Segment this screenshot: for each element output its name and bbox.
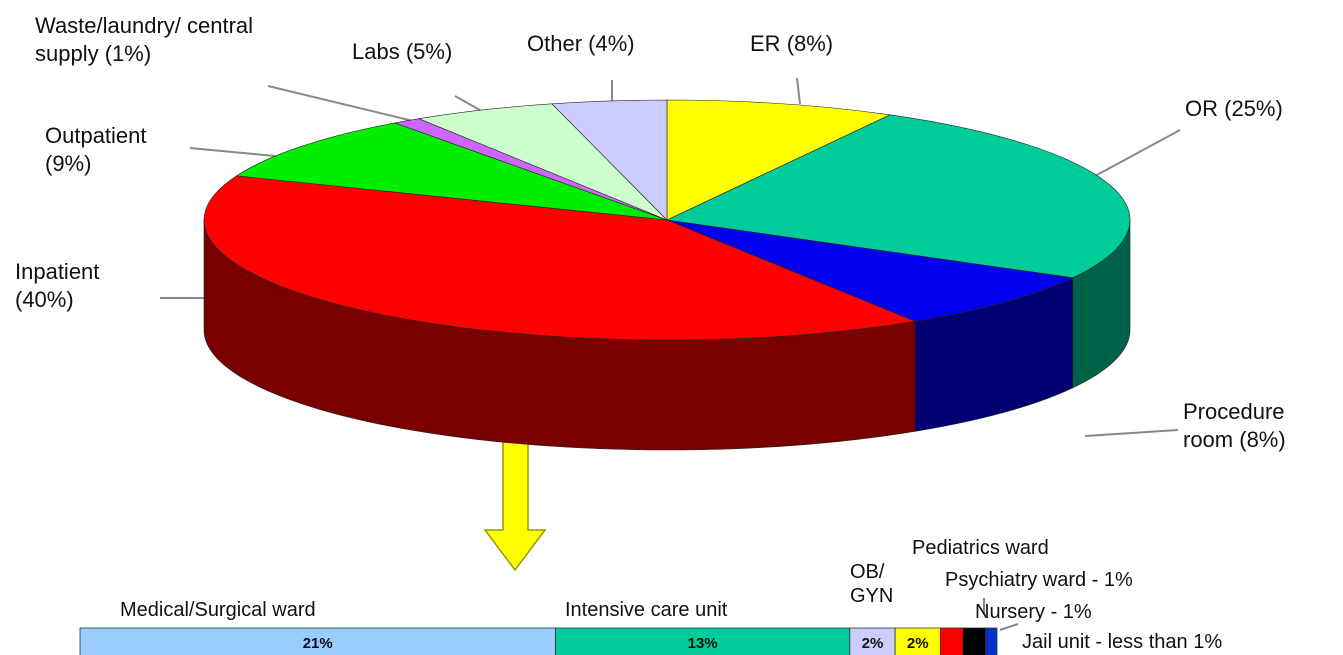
slice-value: (4%) [588,31,635,56]
bar-segment [985,627,998,655]
leader-line [999,623,1019,631]
segment-label: 2% [907,635,929,652]
segment-name: Intensive care unit [565,598,727,622]
pie-slice [203,175,917,341]
leader-lines [160,77,1181,631]
arrow [483,424,547,572]
slice-label: ER (8%) [750,30,833,58]
slice-label: Waste/laundry/ central supply (1%) [35,12,260,68]
slice-name: Waste/laundry/ central supply [35,13,254,66]
slice-label: Outpatient (9%) [45,122,147,178]
slice-name: Procedure room [1183,399,1285,452]
slice-value: (1%) [104,41,152,66]
slice-name: Labs [352,39,400,64]
segment-name: Pediatrics ward [912,536,1049,560]
slice-name: ER [750,31,781,56]
slice-label: Procedure room (8%) [1183,398,1333,454]
slice-value: (40%) [15,287,74,312]
pie-slice [666,99,892,221]
pie-slice [665,114,1131,279]
segment-category: Nursery - 1% [975,601,1092,623]
slice-value: (9%) [45,151,92,176]
bar-segment [962,627,987,655]
slice-label: Labs (5%) [352,38,452,66]
pie-slice [235,122,668,221]
segment-category: Medical/Surgical ward [120,599,316,621]
segment-category: Jail unit - less than 1% [1022,631,1223,653]
bar-segment [555,627,851,655]
segment-label: 2% [862,635,884,652]
pie [203,99,1131,451]
leader-line [454,95,481,111]
slice-label: OR (25%) [1185,95,1283,123]
bar-segment [894,627,941,655]
leader-line [1094,129,1181,177]
leader-line [267,85,414,122]
segment-name: Nursery - 1% [975,600,1092,624]
slice-label: Inpatient (40%) [15,258,99,314]
leader-line [1084,429,1179,437]
slice-value: (8%) [786,31,834,56]
segment-name: Medical/Surgical ward [120,598,316,622]
slice-label: Other (4%) [527,30,635,58]
segment-category: Intensive care unit [565,599,728,621]
slice-name: Outpatient [45,123,147,148]
slice-value: (5%) [405,39,453,64]
pie-slice [551,99,668,221]
segment-label: 13% [688,635,718,652]
segment-category: OB/ GYN [850,561,894,607]
leader-line [796,77,801,105]
slice-name: Inpatient [15,259,100,284]
leader-line [189,147,276,157]
slice-value: (25%) [1224,96,1283,121]
segment-name: Psychiatry ward - 1% [945,568,1133,592]
stacked-bar: 21% 13% 2% 2% [79,627,998,655]
segment-name: Jail unit - less than 1% [1022,630,1222,654]
slice-name: Other [527,31,583,56]
slice-value: (8%) [1239,427,1286,452]
segment-category: Pediatrics ward [912,537,1049,559]
segment-label: 21% [303,635,333,652]
segment-name: OB/ GYN [850,560,900,608]
segment-category: Psychiatry ward - 1% [945,569,1133,591]
slice-name: OR [1185,96,1218,121]
bar-segment [939,627,964,655]
pie-slice [417,103,668,221]
pie-slice [666,219,1074,322]
